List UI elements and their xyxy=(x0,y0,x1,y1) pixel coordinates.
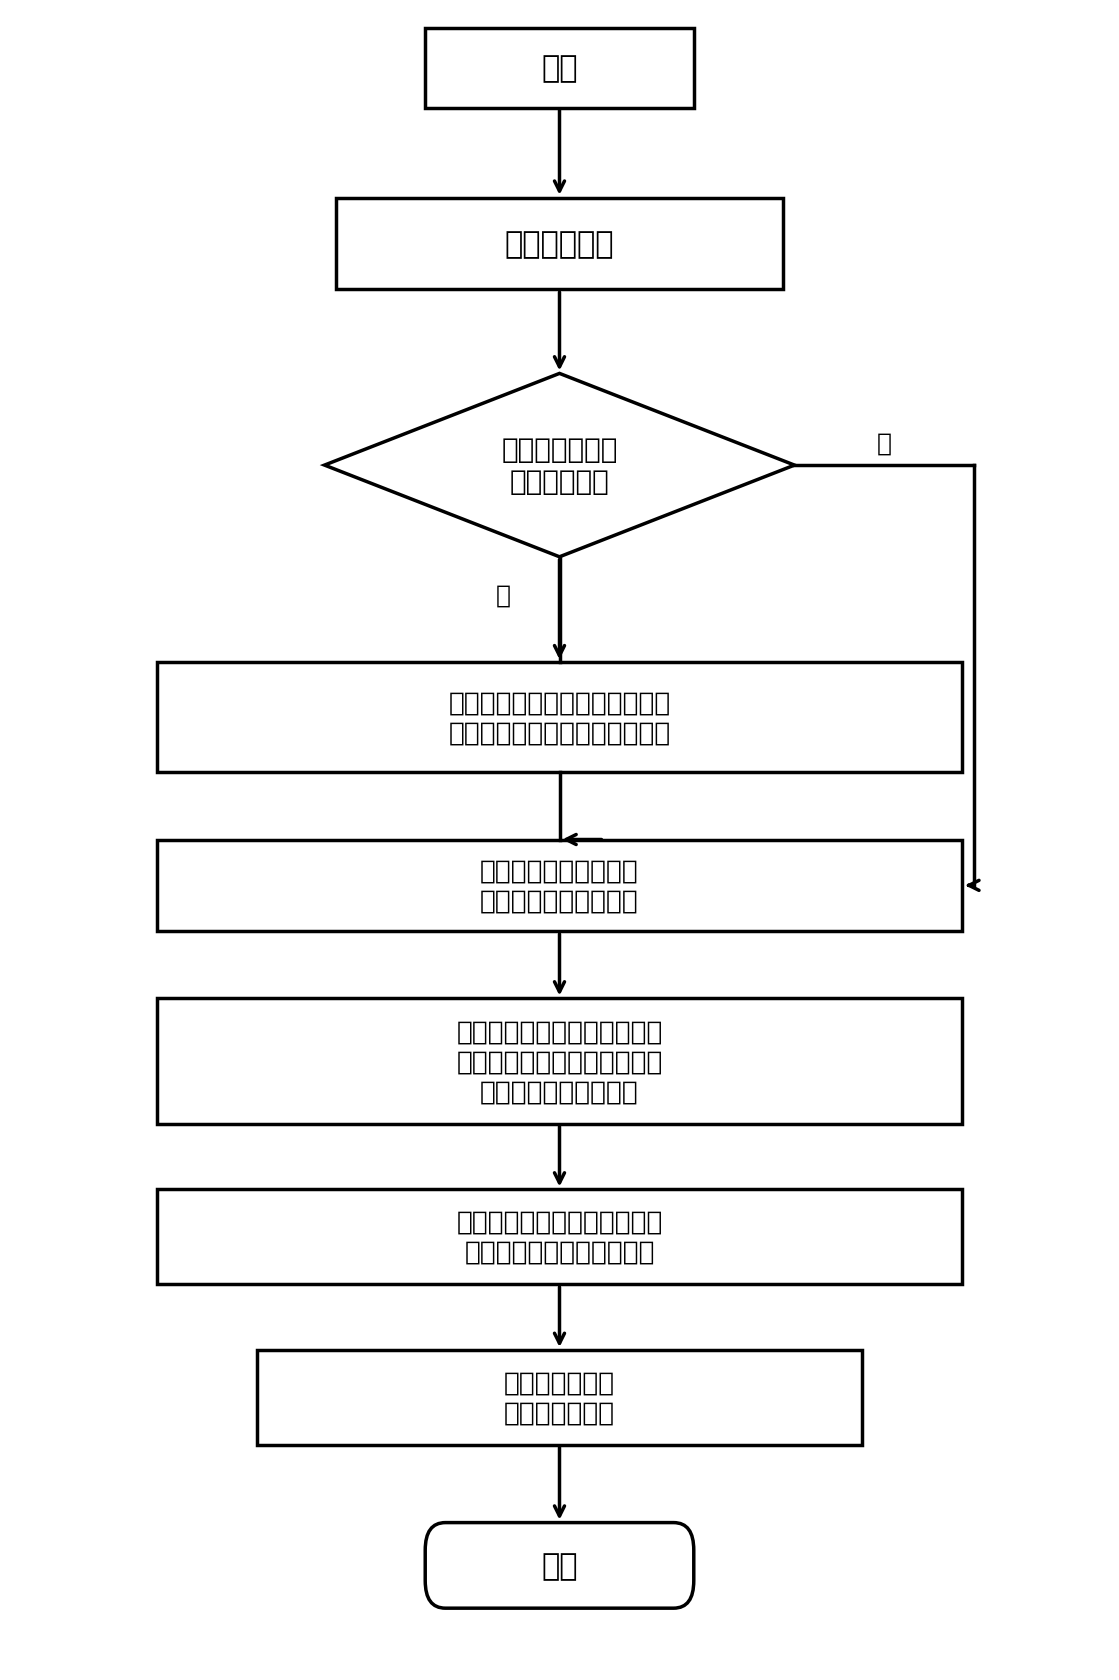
Text: 判断初始数据的
间隔是否相等: 判断初始数据的 间隔是否相等 xyxy=(501,435,618,496)
Text: 获取仿真数据: 获取仿真数据 xyxy=(505,230,614,259)
Text: 结束: 结束 xyxy=(542,1551,577,1579)
Bar xyxy=(157,1000,962,1124)
Text: 以两组仿真数据时间间隔的最小
公倍数对初始数据作平均化处理: 以两组仿真数据时间间隔的最小 公倍数对初始数据作平均化处理 xyxy=(449,690,670,746)
Text: 根据仿真软件的类型给
出软件类型整体相似度: 根据仿真软件的类型给 出软件类型整体相似度 xyxy=(480,858,639,914)
Text: 是: 是 xyxy=(876,430,892,455)
Bar xyxy=(425,29,694,109)
Bar xyxy=(336,198,783,291)
Polygon shape xyxy=(325,375,794,558)
Text: 根据相似性分析
公式求解相似度: 根据相似性分析 公式求解相似度 xyxy=(504,1369,615,1425)
Bar xyxy=(157,1189,962,1285)
Bar xyxy=(157,664,962,773)
Text: 开始: 开始 xyxy=(542,54,577,84)
FancyBboxPatch shape xyxy=(425,1522,694,1608)
Bar xyxy=(157,840,962,932)
Text: 计算两组序列的各段的斜率，
比较其斜率的正负一致性，给
出变化趋势整体相似度: 计算两组序列的各段的斜率， 比较其斜率的正负一致性，给 出变化趋势整体相似度 xyxy=(457,1018,662,1104)
Bar xyxy=(257,1351,862,1445)
Text: 根据数据差异量对依据幅値占
比给出的初始权重适当奖惩: 根据数据差异量对依据幅値占 比给出的初始权重适当奖惩 xyxy=(457,1210,662,1265)
Text: 否: 否 xyxy=(496,583,511,606)
